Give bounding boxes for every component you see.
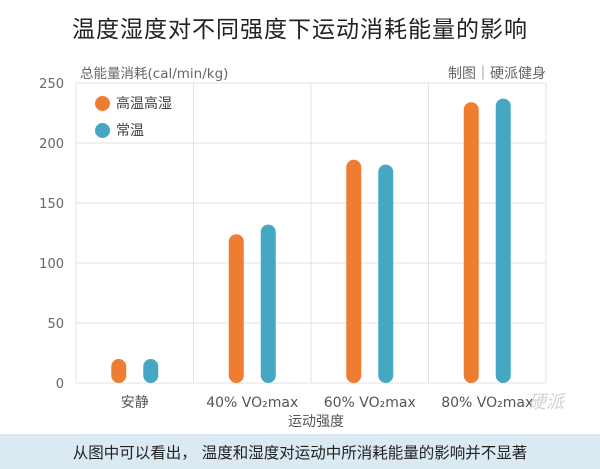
y-tick-label: 150 bbox=[39, 197, 64, 212]
y-tick-label: 250 bbox=[39, 77, 64, 92]
x-tick-label: 80% VO₂max bbox=[441, 395, 533, 411]
y-tick-label: 100 bbox=[39, 257, 64, 272]
bar-hot-humid-3 bbox=[463, 102, 479, 383]
bar-hot-humid-0 bbox=[111, 359, 127, 383]
y-tick-label: 0 bbox=[56, 377, 64, 392]
bar-hot-humid-1 bbox=[228, 234, 244, 383]
y-axis-label: 总能量消耗(cal/min/kg) bbox=[80, 66, 228, 82]
x-axis-label: 运动强度 bbox=[288, 414, 344, 430]
x-tick-label: 40% VO₂max bbox=[206, 395, 298, 411]
bar-normal-0 bbox=[143, 359, 159, 383]
bar-normal-2 bbox=[378, 164, 394, 383]
tick-labels: 0 50 100 150 200 250 安静 40% VO₂max 60% VO₂max 80%… bbox=[39, 77, 533, 411]
bars bbox=[111, 98, 511, 383]
x-tick-label: 安静 bbox=[121, 395, 149, 411]
legend-label: 高温高湿 bbox=[116, 95, 172, 112]
bar-normal-3 bbox=[495, 98, 511, 383]
x-tick-label: 60% VO₂max bbox=[324, 395, 416, 411]
y-tick-label: 50 bbox=[47, 317, 64, 332]
y-tick-label: 200 bbox=[39, 137, 64, 152]
bar-hot-humid-2 bbox=[346, 159, 362, 383]
credit-label: 制图｜硬派健身 bbox=[448, 66, 546, 82]
footer-caption: 从图中可以看出， 温度和湿度对运动中所消耗能量的影响并不显著 bbox=[0, 434, 600, 469]
gridlines bbox=[75, 82, 547, 384]
footer-text: 从图中可以看出， 温度和湿度对运动中所消耗能量的影响并不显著 bbox=[72, 443, 528, 462]
watermark-logo: 硬派 bbox=[528, 392, 564, 413]
bar-normal-1 bbox=[260, 224, 276, 383]
chart-title: 温度湿度对不同强度下运动消耗能量的影响 bbox=[72, 17, 528, 43]
legend-swatch bbox=[95, 96, 110, 111]
legend-swatch bbox=[95, 123, 110, 138]
legend-label: 常温 bbox=[116, 123, 144, 139]
